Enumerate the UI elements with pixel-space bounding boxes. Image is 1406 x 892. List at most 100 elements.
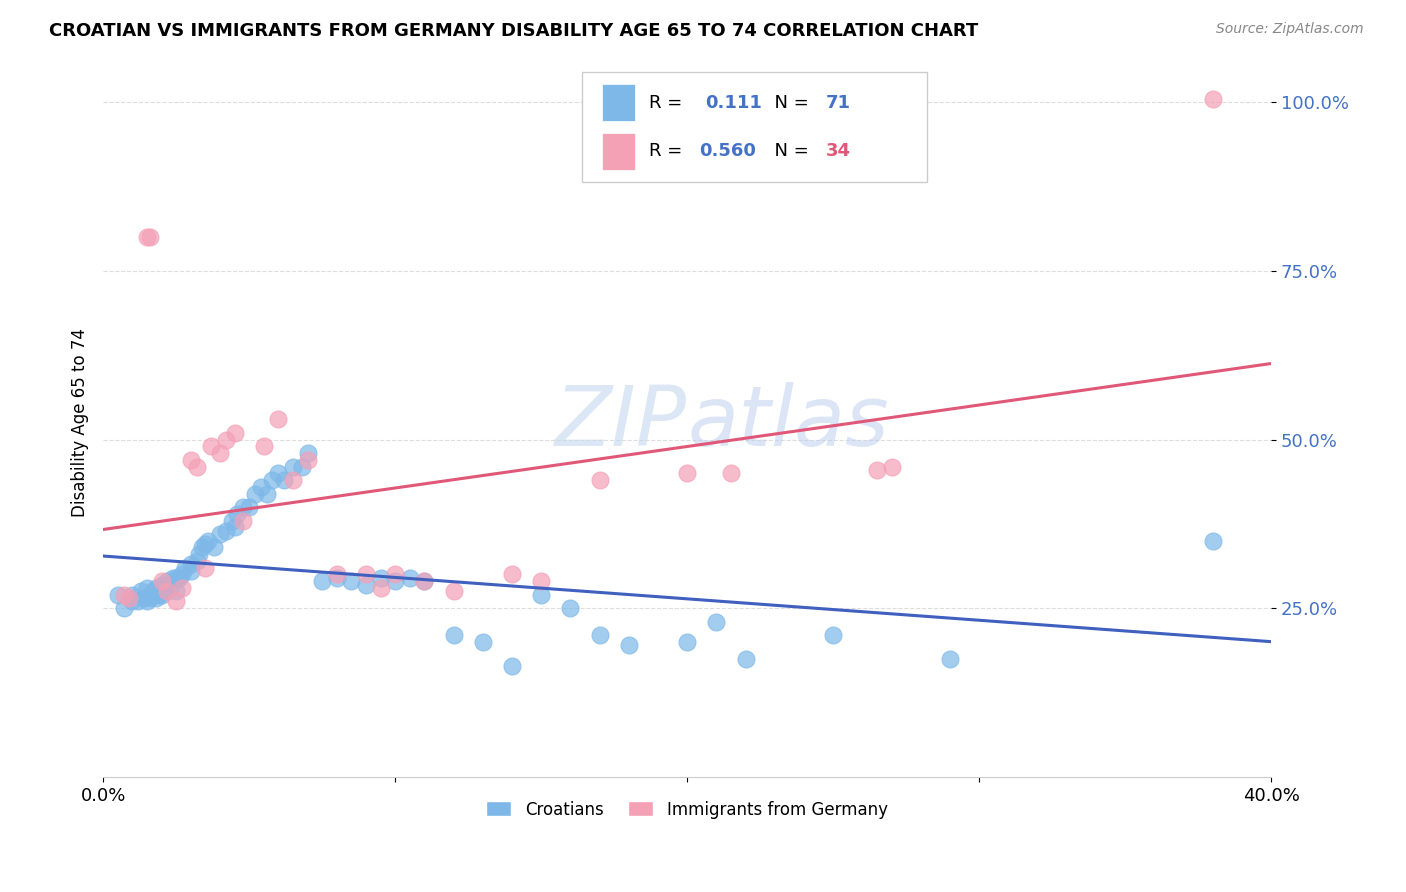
- Point: [370, 581, 392, 595]
- Point: [208, 446, 231, 460]
- Point: [107, 588, 129, 602]
- Point: [325, 567, 347, 582]
- Point: [173, 560, 195, 574]
- Point: [560, 601, 582, 615]
- Point: [530, 574, 553, 589]
- Point: [370, 571, 392, 585]
- Point: [136, 581, 159, 595]
- Text: R =: R =: [648, 143, 688, 161]
- FancyBboxPatch shape: [582, 72, 927, 182]
- Point: [197, 533, 219, 548]
- Point: [588, 628, 610, 642]
- Point: [734, 652, 756, 666]
- Point: [145, 581, 167, 595]
- Point: [156, 584, 179, 599]
- Point: [443, 628, 465, 642]
- Point: [186, 554, 208, 568]
- Point: [224, 520, 246, 534]
- Point: [471, 635, 494, 649]
- Point: [297, 446, 319, 460]
- Text: 71: 71: [827, 94, 851, 112]
- Point: [253, 439, 276, 453]
- Point: [501, 567, 523, 582]
- Point: [194, 560, 217, 574]
- Point: [129, 584, 152, 599]
- Point: [384, 567, 406, 582]
- Point: [297, 452, 319, 467]
- Point: [194, 537, 217, 551]
- Point: [145, 591, 167, 606]
- Point: [262, 473, 284, 487]
- Point: [112, 588, 135, 602]
- Point: [880, 459, 903, 474]
- Point: [676, 635, 699, 649]
- Point: [325, 571, 347, 585]
- Point: [340, 574, 363, 589]
- Point: [191, 541, 214, 555]
- Point: [221, 514, 243, 528]
- Point: [238, 500, 260, 514]
- Point: [148, 588, 170, 602]
- Y-axis label: Disability Age 65 to 74: Disability Age 65 to 74: [72, 328, 89, 517]
- Text: Source: ZipAtlas.com: Source: ZipAtlas.com: [1216, 22, 1364, 37]
- Text: 0.111: 0.111: [704, 94, 762, 112]
- Point: [165, 571, 187, 585]
- Text: 34: 34: [827, 143, 851, 161]
- Point: [354, 577, 377, 591]
- Point: [121, 588, 143, 602]
- Point: [291, 459, 314, 474]
- Point: [200, 439, 222, 453]
- Point: [167, 571, 190, 585]
- Point: [384, 574, 406, 589]
- Point: [208, 527, 231, 541]
- Point: [139, 230, 162, 244]
- Point: [118, 591, 141, 606]
- Point: [226, 507, 249, 521]
- Point: [866, 463, 889, 477]
- Bar: [602, 133, 634, 169]
- Point: [530, 588, 553, 602]
- Point: [256, 486, 278, 500]
- Point: [704, 615, 727, 629]
- Point: [202, 541, 225, 555]
- Point: [215, 524, 238, 538]
- Point: [170, 581, 193, 595]
- Legend: Croatians, Immigrants from Germany: Croatians, Immigrants from Germany: [479, 794, 894, 825]
- Point: [180, 564, 202, 578]
- Point: [354, 567, 377, 582]
- Point: [443, 584, 465, 599]
- Point: [823, 628, 845, 642]
- Point: [676, 467, 699, 481]
- Point: [281, 459, 304, 474]
- Point: [501, 658, 523, 673]
- Point: [249, 480, 271, 494]
- Text: atlas: atlas: [688, 382, 889, 463]
- Point: [243, 486, 266, 500]
- Point: [224, 425, 246, 440]
- Point: [136, 230, 159, 244]
- Point: [132, 591, 155, 606]
- Point: [273, 473, 295, 487]
- Point: [159, 581, 181, 595]
- Point: [267, 412, 290, 426]
- Text: 0.560: 0.560: [699, 143, 755, 161]
- Point: [311, 574, 333, 589]
- Point: [180, 558, 202, 572]
- Point: [398, 571, 420, 585]
- Point: [153, 581, 176, 595]
- Point: [413, 574, 436, 589]
- Text: CROATIAN VS IMMIGRANTS FROM GERMANY DISABILITY AGE 65 TO 74 CORRELATION CHART: CROATIAN VS IMMIGRANTS FROM GERMANY DISA…: [49, 22, 979, 40]
- Point: [165, 584, 187, 599]
- Text: R =: R =: [648, 94, 693, 112]
- Point: [121, 594, 143, 608]
- Point: [127, 594, 149, 608]
- Point: [186, 459, 208, 474]
- Point: [142, 584, 165, 599]
- Point: [939, 652, 962, 666]
- Text: ZIP: ZIP: [555, 382, 688, 463]
- Text: N =: N =: [763, 143, 814, 161]
- Point: [281, 473, 304, 487]
- Point: [215, 433, 238, 447]
- Point: [112, 601, 135, 615]
- Point: [232, 514, 254, 528]
